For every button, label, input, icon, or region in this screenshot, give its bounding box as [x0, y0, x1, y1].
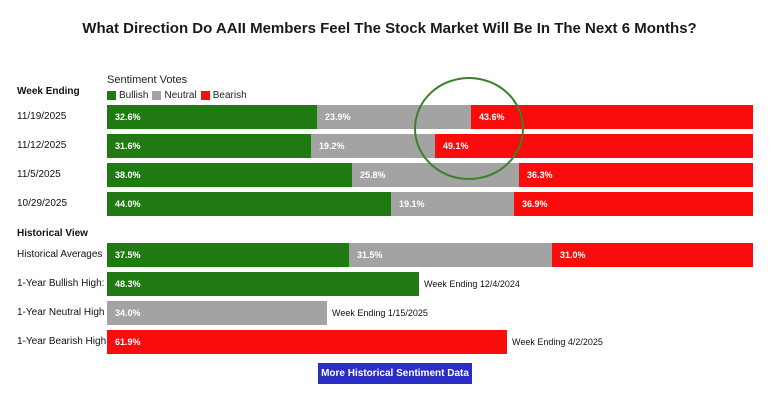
- week-row-bar-bullish: 32.6%: [107, 105, 317, 129]
- high-row-label: 1-Year Bullish High:: [17, 278, 105, 289]
- high-note: Week Ending 12/4/2024: [424, 279, 520, 289]
- week-ending-header: Week Ending: [17, 86, 80, 97]
- legend-item-neutral: Neutral: [152, 90, 197, 101]
- legend-label-neutral: Neutral: [164, 90, 197, 101]
- legend: Bullish Neutral Bearish: [107, 90, 251, 101]
- legend-title: Sentiment Votes: [107, 74, 188, 86]
- week-row-label: 11/5/2025: [17, 169, 61, 180]
- more-historical-data-button[interactable]: More Historical Sentiment Data: [318, 363, 472, 384]
- week-row-label: 11/12/2025: [17, 140, 67, 151]
- week-row-bar-bullish: 31.6%: [107, 134, 311, 158]
- historical-view-header: Historical View: [17, 228, 88, 239]
- high-row-label: 1-Year Neutral High: [17, 307, 105, 318]
- legend-item-bullish: Bullish: [107, 90, 148, 101]
- high-note: Week Ending 4/2/2025: [512, 337, 603, 347]
- historical-row-bar-bearish: 31.0%: [552, 243, 753, 267]
- week-row-label: 11/19/2025: [17, 111, 67, 122]
- legend-item-bearish: Bearish: [200, 90, 247, 101]
- highlight-circle: [414, 77, 524, 180]
- legend-swatch-bearish: [200, 91, 210, 100]
- week-row-bar-bearish: 36.3%: [519, 163, 753, 187]
- week-row-bar-bullish: 44.0%: [107, 192, 391, 216]
- week-row-bar-neutral: 19.1%: [391, 192, 514, 216]
- chart-title: What Direction Do AAII Members Feel The …: [82, 20, 697, 37]
- legend-swatch-neutral: [152, 91, 162, 100]
- high-bar-bullish: 48.3%: [107, 272, 419, 296]
- high-note: Week Ending 1/15/2025: [332, 308, 428, 318]
- legend-label-bearish: Bearish: [212, 90, 247, 101]
- high-bar-bearish: 61.9%: [107, 330, 507, 354]
- week-row-label: 10/29/2025: [17, 198, 68, 209]
- high-bar-neutral: 34.0%: [107, 301, 327, 325]
- historical-row-bar-bullish: 37.5%: [107, 243, 349, 267]
- week-row-bar-bullish: 38.0%: [107, 163, 352, 187]
- legend-swatch-bullish: [107, 91, 116, 100]
- high-row-label: 1-Year Bearish High: [17, 336, 107, 347]
- historical-row-bar-neutral: 31.5%: [349, 243, 552, 267]
- legend-label-bullish: Bullish: [119, 90, 149, 101]
- historical-row-label: Historical Averages: [17, 249, 103, 260]
- week-row-bar-bearish: 36.9%: [514, 192, 753, 216]
